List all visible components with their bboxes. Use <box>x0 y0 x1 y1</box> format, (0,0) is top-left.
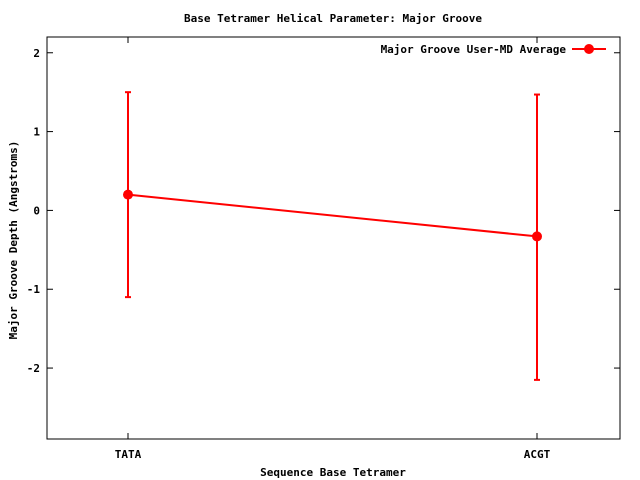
x-axis: TATA ACGT <box>115 37 551 461</box>
legend-marker <box>584 44 594 54</box>
y-tick-label: -2 <box>27 362 40 375</box>
y-tick-label: -1 <box>27 283 41 296</box>
data-point <box>123 189 133 200</box>
y-tick-label: 0 <box>33 204 40 217</box>
legend: Major Groove User-MD Average <box>381 43 606 56</box>
data-point <box>532 231 542 242</box>
x-tick-label: ACGT <box>524 448 551 461</box>
legend-label: Major Groove User-MD Average <box>381 43 567 56</box>
y-tick-label: 1 <box>33 126 40 139</box>
x-tick-label: TATA <box>115 448 142 461</box>
y-tick-label: 2 <box>33 47 40 60</box>
series-line <box>127 193 538 238</box>
series-layer <box>123 91 542 381</box>
x-axis-label: Sequence Base Tetramer <box>260 466 406 479</box>
plot-frame <box>46 36 621 440</box>
chart-title: Base Tetramer Helical Parameter: Major G… <box>184 12 482 25</box>
y-axis: 2 1 0 -1 -2 <box>27 47 620 375</box>
y-axis-label: Major Groove Depth (Angstroms) <box>7 141 20 340</box>
